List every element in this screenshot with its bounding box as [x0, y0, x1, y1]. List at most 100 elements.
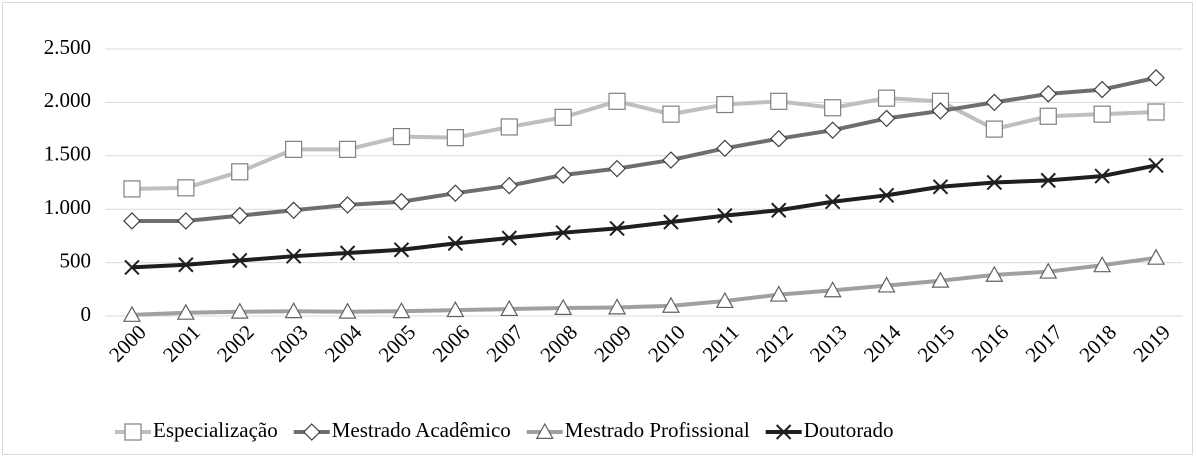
marker — [1039, 107, 1057, 125]
marker — [231, 163, 249, 181]
marker — [230, 302, 249, 319]
marker — [500, 176, 519, 195]
marker — [769, 285, 788, 302]
marker — [823, 121, 842, 140]
marker — [1039, 85, 1058, 103]
marker — [177, 179, 195, 197]
marker — [1147, 103, 1165, 121]
marker — [338, 196, 357, 214]
marker — [392, 192, 411, 211]
marker — [392, 127, 411, 146]
marker — [393, 242, 410, 258]
marker — [608, 159, 626, 178]
series-line — [131, 96, 1157, 191]
marker — [775, 424, 792, 440]
marker — [1093, 256, 1112, 273]
marker — [661, 296, 680, 313]
marker — [931, 271, 950, 288]
y-tick-label: 500 — [60, 248, 92, 272]
marker — [609, 220, 625, 237]
marker — [124, 259, 140, 276]
marker — [716, 95, 734, 114]
marker — [554, 298, 573, 315]
marker — [500, 118, 518, 136]
marker — [608, 298, 627, 315]
marker — [446, 184, 465, 203]
marker — [662, 151, 680, 169]
marker — [1039, 262, 1058, 279]
legend-item: Especialização — [115, 418, 278, 442]
marker — [392, 301, 411, 319]
marker — [932, 179, 949, 195]
marker — [284, 301, 303, 319]
legend-label: Mestrado Acadêmico — [332, 418, 511, 442]
marker — [823, 281, 842, 298]
marker — [986, 174, 1003, 191]
marker — [535, 422, 554, 439]
marker — [985, 265, 1004, 282]
y-tick-label: 1.500 — [44, 142, 91, 166]
marker — [177, 212, 195, 230]
marker — [232, 252, 248, 269]
marker — [608, 92, 626, 110]
marker — [176, 303, 195, 320]
marker — [501, 230, 517, 246]
marker — [877, 276, 896, 293]
marker — [878, 187, 895, 204]
marker — [178, 257, 194, 273]
marker — [663, 214, 679, 230]
legend-label: Doutorado — [804, 418, 894, 442]
marker — [554, 166, 572, 184]
legend-label: Especialização — [153, 418, 278, 442]
series-line — [131, 163, 1157, 270]
marker — [1093, 80, 1111, 99]
marker — [338, 140, 357, 158]
marker — [715, 291, 734, 309]
marker — [302, 423, 321, 441]
y-tick-label: 1.000 — [44, 195, 91, 219]
marker — [554, 108, 572, 126]
series-line — [131, 75, 1157, 223]
marker — [446, 129, 464, 147]
legend-label: Mestrado Profissional — [565, 418, 750, 442]
marker — [1147, 248, 1166, 265]
y-tick-label: 2.000 — [44, 88, 91, 112]
marker — [716, 139, 734, 158]
marker — [1147, 68, 1165, 87]
marker — [985, 93, 1004, 112]
marker — [285, 140, 303, 158]
marker — [877, 109, 896, 128]
legend-item: Mestrado Profissional — [526, 418, 750, 442]
marker — [824, 194, 841, 210]
marker — [123, 180, 141, 198]
legend-item: Mestrado Acadêmico — [293, 418, 511, 442]
marker — [230, 206, 249, 225]
marker — [338, 302, 357, 319]
marker — [769, 129, 788, 148]
marker — [446, 300, 465, 318]
marker — [1040, 172, 1056, 189]
marker — [447, 235, 464, 252]
marker — [717, 207, 733, 224]
y-tick-label: 0 — [81, 302, 92, 326]
marker — [824, 99, 842, 117]
marker — [123, 212, 141, 230]
marker — [771, 202, 787, 218]
marker — [931, 102, 950, 120]
marker — [285, 248, 302, 264]
y-tick-label: 2.500 — [44, 35, 91, 59]
marker — [122, 305, 141, 322]
marker — [124, 423, 142, 441]
marker — [555, 224, 571, 241]
marker — [877, 89, 896, 107]
marker — [284, 201, 303, 220]
marker — [662, 105, 680, 123]
marker — [339, 245, 356, 261]
marker — [1148, 157, 1164, 174]
series-line — [131, 255, 1157, 317]
marker — [1094, 168, 1110, 184]
marker — [985, 120, 1003, 138]
legend-item: Doutorado — [765, 418, 894, 442]
marker — [770, 92, 788, 110]
